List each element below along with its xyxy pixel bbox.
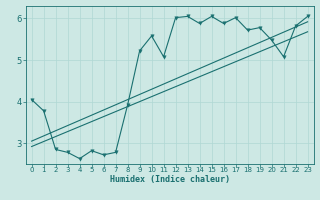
X-axis label: Humidex (Indice chaleur): Humidex (Indice chaleur) bbox=[109, 175, 230, 184]
